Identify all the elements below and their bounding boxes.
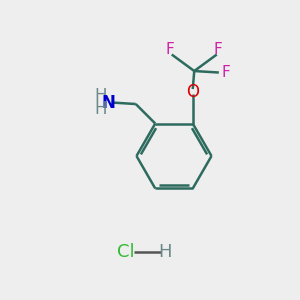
Text: H: H — [158, 243, 172, 261]
Text: F: F — [221, 65, 230, 80]
Text: O: O — [186, 83, 199, 101]
Text: Cl: Cl — [117, 243, 135, 261]
Text: H: H — [94, 100, 107, 118]
Text: F: F — [166, 42, 175, 57]
Text: N: N — [102, 94, 116, 112]
Text: H: H — [94, 87, 107, 105]
Text: F: F — [214, 42, 223, 57]
